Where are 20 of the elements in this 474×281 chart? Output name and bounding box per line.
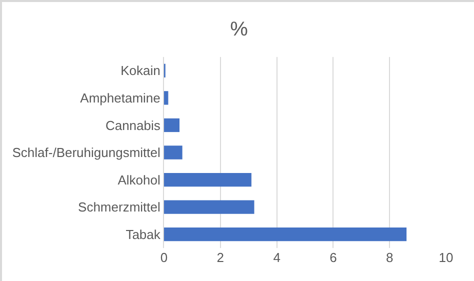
y-tick-label: Alkohol <box>118 172 161 188</box>
x-tick-label: 4 <box>273 250 280 265</box>
x-tick-label: 8 <box>386 250 394 265</box>
bar <box>164 146 182 160</box>
y-tick-label: Cannabis <box>105 118 161 133</box>
x-tick-label: 2 <box>216 250 224 265</box>
bar <box>164 200 254 214</box>
bar <box>164 91 168 105</box>
chart-title: % <box>230 18 248 41</box>
x-tick-label: 0 <box>160 250 168 265</box>
x-tick-label: 6 <box>330 250 337 265</box>
y-tick-label: Amphetamine <box>80 90 160 106</box>
x-tick-label: 10 <box>438 250 454 265</box>
y-tick-label: Kokain <box>120 63 160 78</box>
bar <box>164 118 180 132</box>
y-tick-label: Schmerzmittel <box>78 200 160 215</box>
y-tick-label: Schlaf-/Beruhigungsmittel <box>12 145 160 160</box>
bar <box>164 172 252 187</box>
bar <box>164 228 407 242</box>
y-tick-label: Tabak <box>126 226 161 242</box>
